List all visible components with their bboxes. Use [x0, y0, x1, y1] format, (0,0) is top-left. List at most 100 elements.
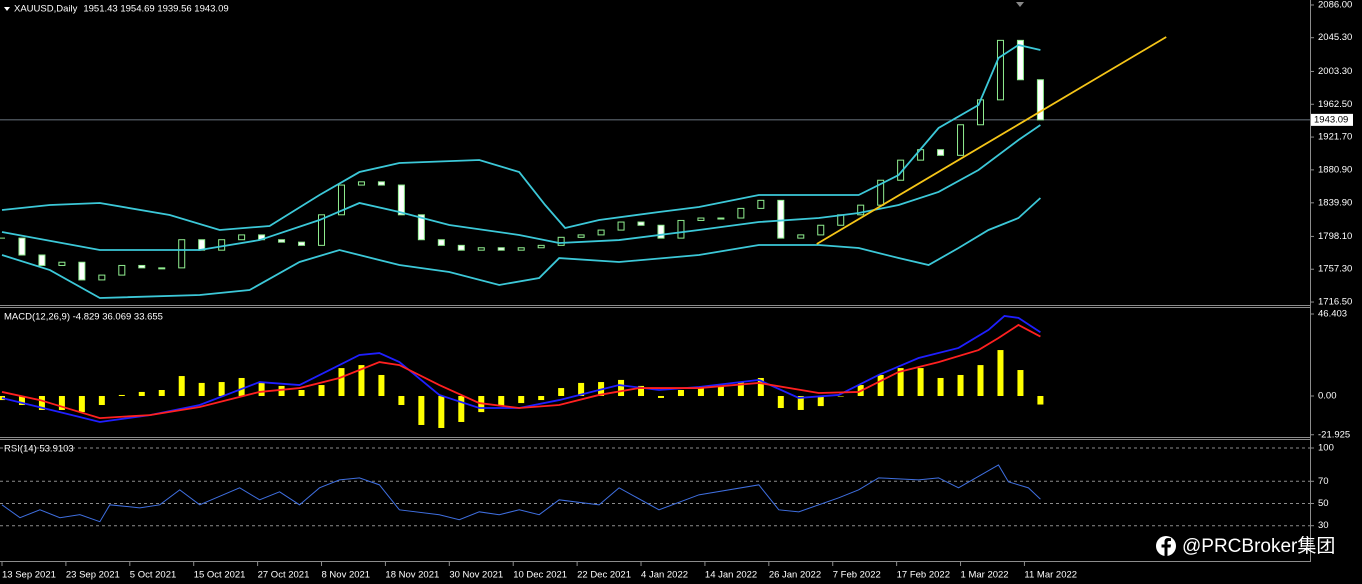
- panel-title: RSI(14) 53.9103: [4, 444, 74, 455]
- candle: [697, 217, 705, 221]
- x-tick-label: 13 Sep 2021: [2, 570, 56, 581]
- candle: [757, 199, 765, 209]
- symbol-menu-arrow[interactable]: [4, 7, 10, 11]
- candle: [1036, 79, 1044, 121]
- candle: [118, 264, 126, 276]
- candle: [38, 254, 46, 266]
- y-tick-label: 1962.50: [1318, 99, 1352, 110]
- histogram-bar: [98, 396, 105, 406]
- candle: [78, 261, 86, 281]
- candle: [717, 217, 725, 220]
- histogram-bar: [697, 388, 704, 397]
- x-tick-label: 18 Nov 2021: [385, 570, 439, 581]
- candle: [218, 239, 226, 251]
- histogram-bar: [937, 377, 944, 397]
- histogram-bar: [158, 389, 165, 397]
- y-tick-label: 1757.30: [1318, 264, 1352, 275]
- y-tick-label: 1798.10: [1318, 231, 1352, 242]
- histogram-bar: [797, 396, 804, 410]
- candle: [318, 214, 326, 246]
- candle: [98, 274, 106, 281]
- panel-title: MACD(12,26,9) -4.829 36.069 33.655: [4, 312, 163, 323]
- histogram-bar: [917, 368, 924, 397]
- histogram-bar: [358, 365, 365, 397]
- x-tick-label: 11 Mar 2022: [1024, 570, 1077, 581]
- panel-title: XAUUSD,Daily: [14, 4, 78, 15]
- histogram-bar: [498, 396, 505, 407]
- candle: [397, 184, 405, 216]
- y-tick-label: 50: [1318, 498, 1329, 509]
- candle: [437, 239, 445, 246]
- y-tick-label: 46.403: [1318, 309, 1347, 320]
- candle: [1016, 39, 1024, 81]
- candle: [238, 234, 246, 241]
- facebook-glyph: [1161, 538, 1171, 556]
- histogram-bar: [997, 350, 1004, 397]
- histogram-bar: [338, 368, 345, 397]
- candle: [537, 244, 545, 249]
- histogram-bar: [897, 368, 904, 397]
- y-tick-label: 1716.50: [1318, 297, 1352, 308]
- candle: [557, 236, 565, 246]
- candle: [937, 149, 945, 156]
- histogram-bar: [218, 382, 225, 397]
- last-price-label: 1943.09: [1314, 114, 1348, 125]
- candle: [138, 264, 146, 269]
- candle: [577, 234, 585, 238]
- candle: [18, 237, 26, 256]
- candle: [377, 181, 385, 186]
- x-tick-label: 10 Dec 2021: [513, 570, 567, 581]
- x-tick-label: 15 Oct 2021: [194, 570, 246, 581]
- candle: [957, 124, 965, 156]
- histogram-bar: [78, 396, 85, 413]
- candle: [477, 247, 485, 251]
- candle: [178, 239, 186, 269]
- histogram-bar: [717, 385, 724, 397]
- indicator-line: [1, 124, 1041, 251]
- y-tick-label: -21.925: [1318, 429, 1350, 440]
- histogram-bar: [138, 391, 145, 397]
- histogram-bar: [198, 382, 205, 397]
- x-tick-label: 14 Jan 2022: [705, 570, 757, 581]
- y-tick-label: 1880.90: [1318, 164, 1352, 175]
- histogram-bar: [378, 374, 385, 397]
- candle: [996, 39, 1004, 101]
- histogram-bar: [957, 374, 964, 397]
- watermark-text: @PRCBroker集团: [1182, 535, 1335, 557]
- candle: [597, 229, 605, 236]
- histogram-bar: [458, 396, 465, 422]
- histogram-bar: [538, 396, 545, 401]
- x-tick-label: 22 Dec 2021: [577, 570, 631, 581]
- histogram-bar: [558, 388, 565, 397]
- histogram-bar: [438, 396, 445, 428]
- x-tick-label: 4 Jan 2022: [641, 570, 688, 581]
- histogram-bar: [638, 385, 645, 397]
- x-tick-label: 8 Nov 2021: [322, 570, 371, 581]
- y-tick-label: 0.00: [1318, 391, 1337, 402]
- indicator-line: [1, 197, 1042, 299]
- candle: [357, 181, 365, 186]
- x-tick-label: 26 Jan 2022: [769, 570, 821, 581]
- histogram-bar: [817, 396, 824, 407]
- x-tick-label: 7 Feb 2022: [833, 570, 881, 581]
- y-tick-label: 1921.70: [1318, 132, 1352, 143]
- y-tick-label: 2045.30: [1318, 32, 1352, 43]
- candle: [497, 247, 505, 251]
- histogram-bar: [398, 396, 405, 406]
- indicator-line: [1, 464, 1041, 523]
- histogram-bar: [38, 396, 45, 410]
- panel-values: 1951.43 1954.69 1939.56 1943.09: [83, 4, 228, 15]
- histogram-bar: [837, 396, 844, 397]
- x-tick-label: 27 Oct 2021: [258, 570, 310, 581]
- histogram-bar: [518, 396, 525, 404]
- histogram-bar: [1037, 396, 1044, 405]
- last-price-box: [1311, 113, 1353, 126]
- y-tick-label: 1839.90: [1318, 197, 1352, 208]
- candle: [617, 221, 625, 231]
- indicator-line: [1, 315, 1041, 423]
- histogram-bar: [238, 377, 245, 397]
- x-tick-label: 23 Sep 2021: [66, 570, 120, 581]
- watermark: @PRCBroker集团: [1156, 535, 1335, 557]
